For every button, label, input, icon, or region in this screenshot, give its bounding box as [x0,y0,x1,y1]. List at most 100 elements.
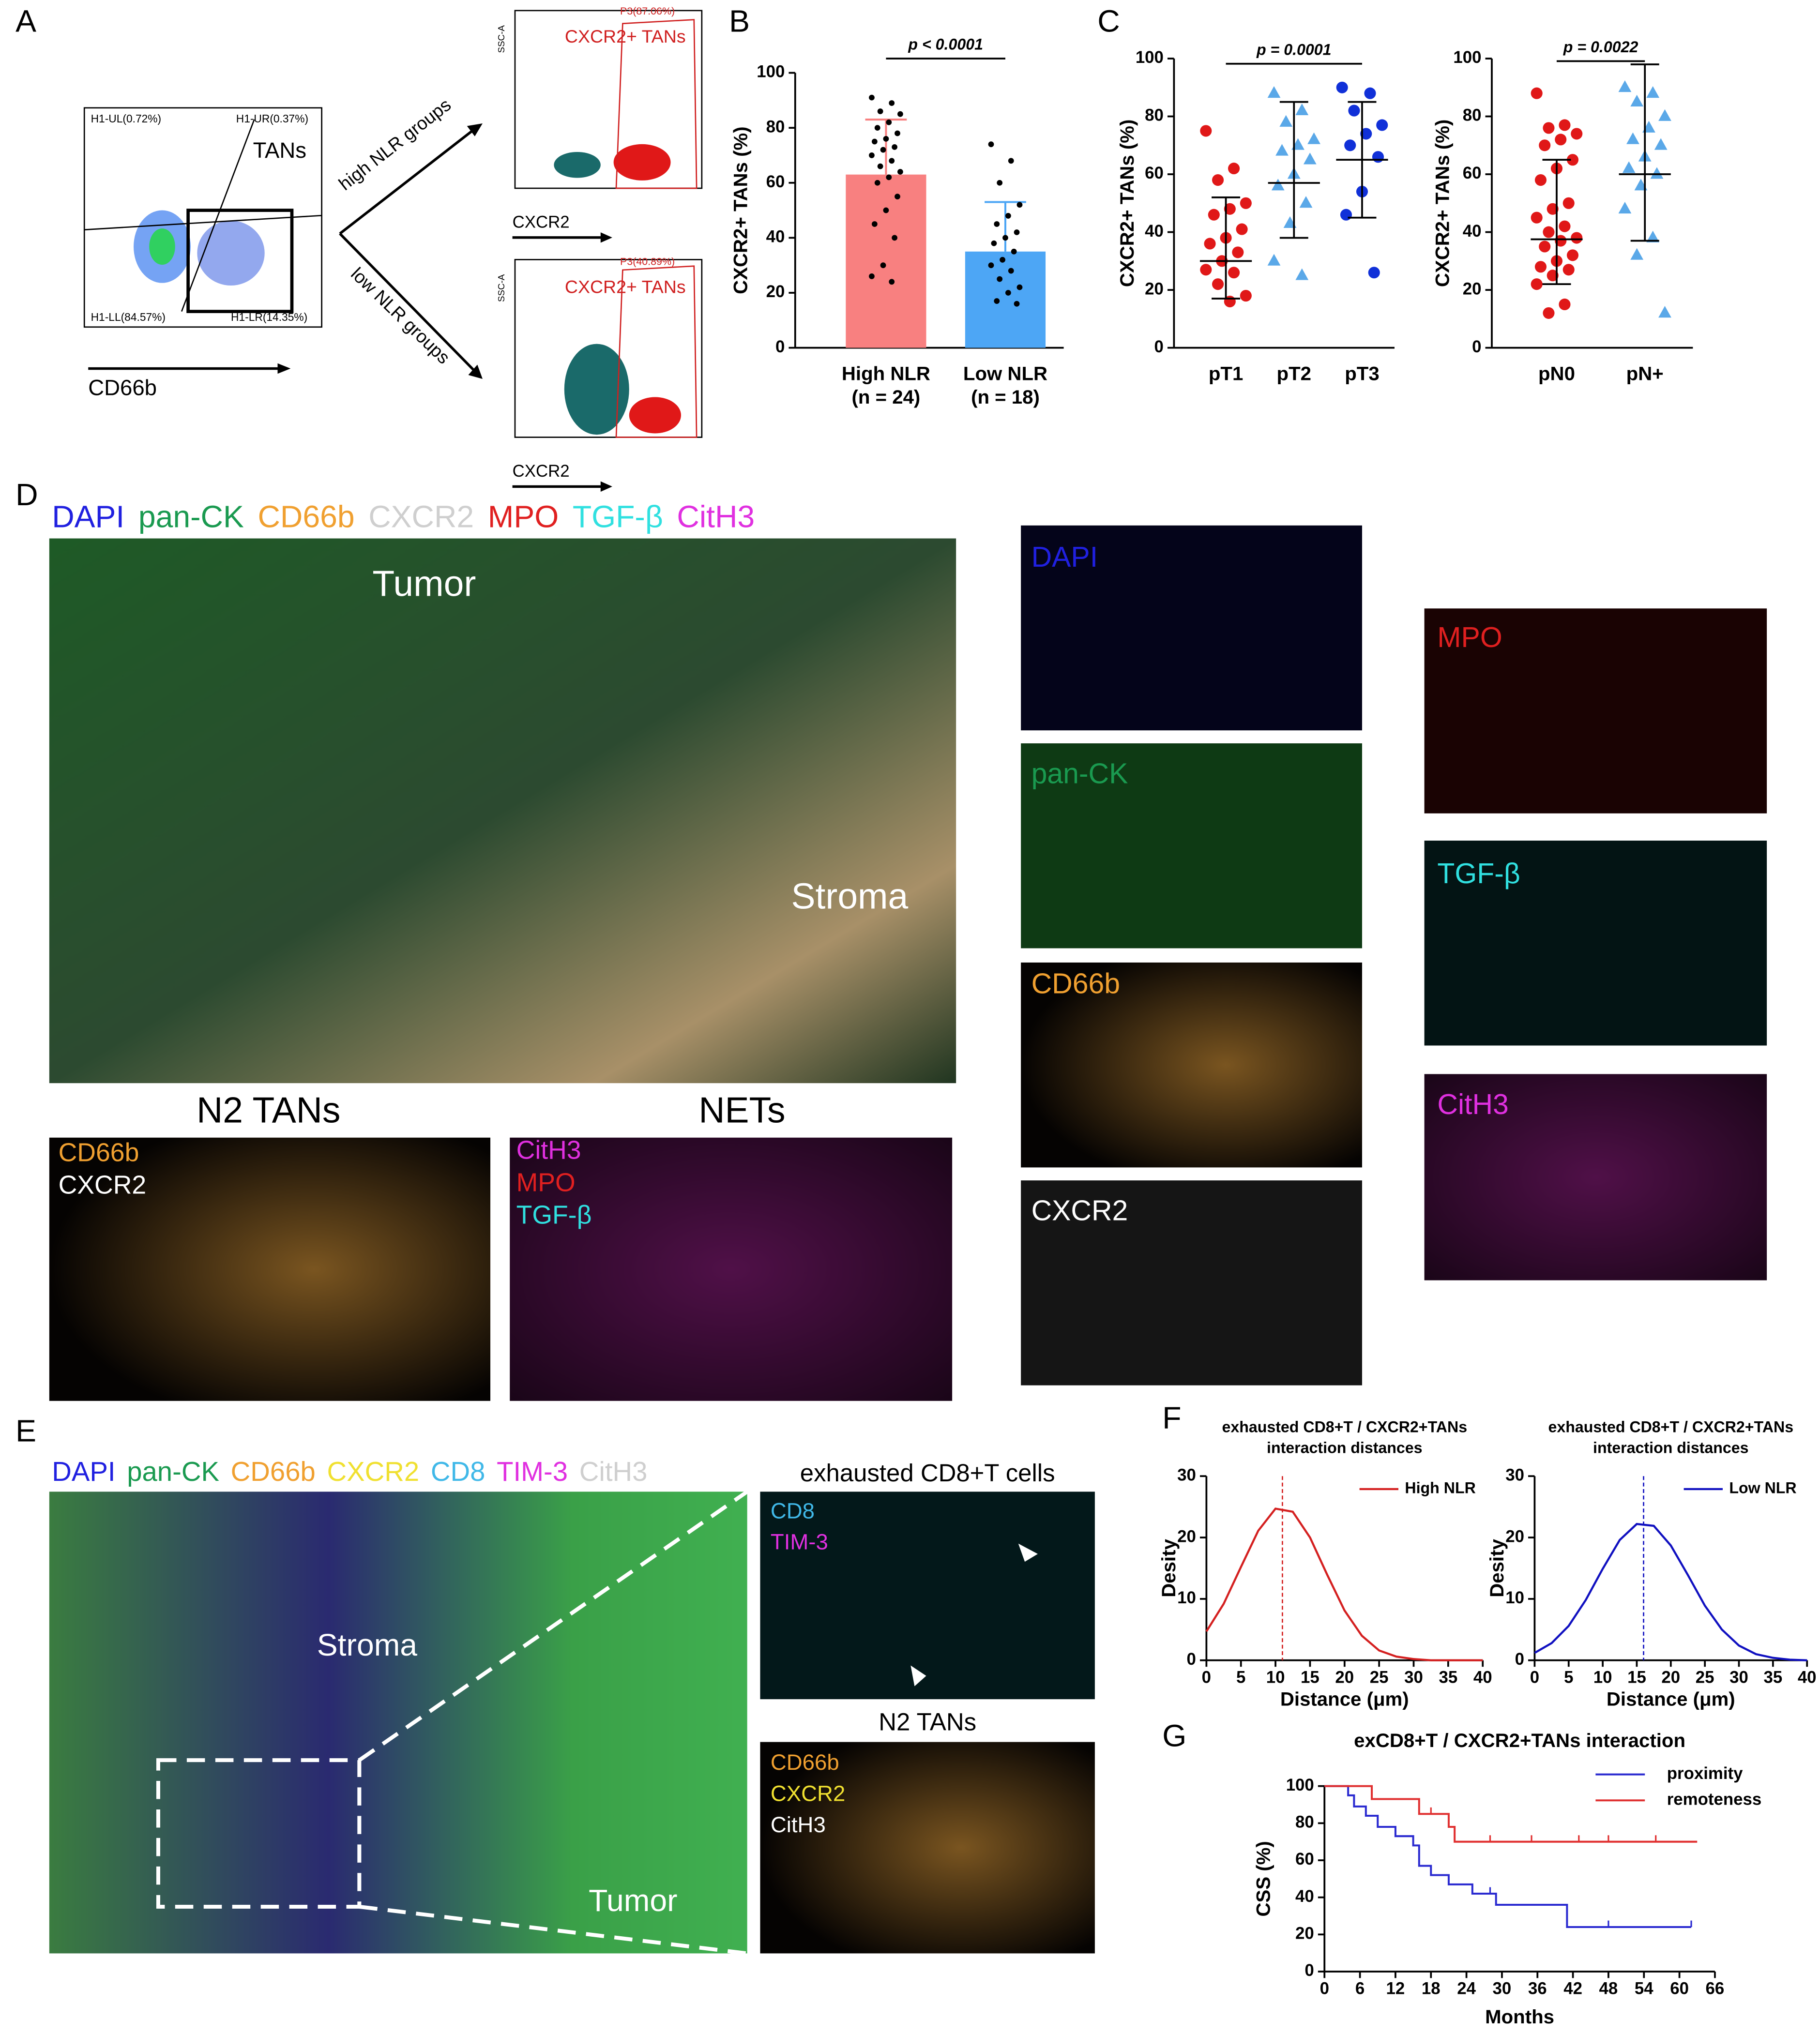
data-point [988,141,994,148]
x-tick-label: 15 [1627,1668,1646,1687]
data-point [1267,86,1281,98]
channel-label: TGF-β [1437,858,1520,889]
x-axis-label: Months [1485,2006,1554,2028]
legend-label: remoteness [1667,1790,1762,1808]
x-tick-label: pN0 [1538,363,1575,385]
y-axis-label: CSS (%) [1253,1841,1274,1916]
data-point [1295,268,1309,280]
data-point [1562,197,1575,209]
x-tick-label: 60 [1670,1979,1689,1998]
quadrant-label: H1-LR(14.35%) [231,311,307,323]
arrow-head [600,481,612,492]
data-point [1364,87,1376,99]
survival-curve [1324,1785,1692,1928]
x-tick-label: pT1 [1209,363,1243,385]
cell-cluster [197,220,265,286]
data-point [1559,220,1571,232]
arrow-head [277,363,291,374]
panel-e: DAPI pan-CK CD66b CXCR2 CD8 TIM-3 CitH3 … [49,1456,1095,1956]
data-point [1228,267,1240,279]
x-tick-label: 54 [1635,1979,1653,1998]
legend-label: High NLR [1405,1479,1475,1497]
gate [186,209,294,313]
data-point [883,136,889,142]
x-tick-label: 0 [1320,1979,1329,1998]
panel-letter: F [1162,1401,1181,1435]
micrograph [1424,1074,1767,1281]
stain: CXCR2 [368,499,474,534]
data-point [994,221,1000,227]
arrow-head [468,364,483,379]
x-tick-label: 40 [1798,1668,1817,1687]
chart-subtitle: interaction distances [1267,1439,1423,1456]
gate-name: CXCR2+ TANs [565,276,686,297]
data-point [1224,203,1236,215]
data-point [988,262,994,269]
stain-legend: DAPI pan-CK CD66b CXCR2 CD8 TIM-3 CitH3 [52,1456,647,1487]
data-point [1658,109,1671,121]
y-tick-label: 40 [766,227,785,246]
data-point [892,144,898,150]
data-point [1204,238,1216,250]
data-point [1566,249,1579,261]
data-point [1016,284,1023,290]
data-point [1271,179,1285,191]
data-point [1539,139,1551,151]
x-tick-label: 30 [1493,1979,1512,1998]
data-point [1559,298,1571,311]
stain: TIM-3 [771,1530,828,1554]
data-point [994,298,1000,304]
arrow [339,232,475,371]
y-tick-label: 30 [1505,1465,1524,1484]
data-point [1212,174,1224,186]
panel-a: H1-UL(0.72%) H1-UR(0.37%) H1-LL(84.57%) … [83,5,703,492]
quadrant-label: H1-UL(0.72%) [91,112,162,125]
data-point [895,130,900,136]
survival-curve [1324,1785,1698,1843]
x-tick-label: 35 [1763,1668,1782,1687]
stain: CD66b [59,1138,139,1167]
data-point [1650,167,1664,179]
y-axis-label: SSC-A [496,25,506,53]
data-point [892,235,898,241]
stain: TGF-β [516,1200,592,1229]
data-point [1228,163,1240,175]
panel-letter: C [1097,4,1120,39]
series-line [1534,1522,1807,1661]
y-tick-label: 0 [1472,337,1481,356]
chart-subtitle: interaction distances [1593,1439,1749,1456]
arrow [339,129,474,235]
data-point [869,273,875,279]
data-point [1618,202,1632,214]
data-point [1539,241,1551,253]
data-point [1658,306,1671,318]
x-tick-label: 36 [1528,1979,1547,1998]
x-tick-label: 66 [1706,1979,1725,1998]
data-point [1200,125,1212,137]
x-tick-label: 10 [1266,1668,1285,1687]
data-point [1547,203,1559,215]
y-tick-label: 100 [1136,48,1164,67]
chart-title: exhausted CD8+T / CXCR2+TANs [1222,1418,1467,1436]
data-point [871,138,878,145]
data-point [880,262,886,269]
x-tick-label: 6 [1355,1979,1365,1998]
legend-label: proximity [1667,1764,1743,1783]
stain: pan-CK [138,499,244,534]
data-point [1303,152,1317,165]
y-tick-label: 80 [1295,1813,1314,1832]
stain-legend: DAPI pan-CK CD66b CXCR2 MPO TGF-β CitH3 [52,499,755,534]
y-tick-label: 0 [1154,337,1164,356]
micrograph [1424,608,1767,814]
y-tick-label: 0 [1515,1650,1524,1669]
image-title: NETs [698,1090,785,1130]
data-point [1344,139,1356,151]
stain: CXCR2 [327,1456,420,1487]
zoom-line [359,1904,748,1956]
data-point [895,194,900,200]
y-tick-label: 80 [766,117,785,136]
channel-label: DAPI [1031,542,1098,573]
y-axis-label: CXCR2+ TANs (%) [1431,120,1453,287]
data-point [997,180,1003,186]
